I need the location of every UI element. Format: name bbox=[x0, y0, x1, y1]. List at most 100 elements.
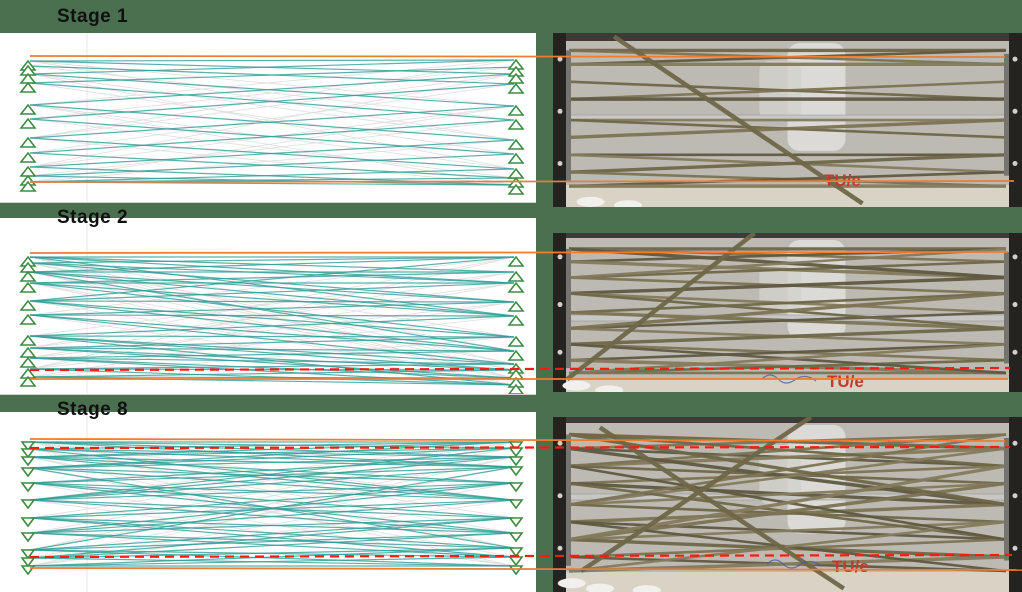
support-pin-icon bbox=[508, 565, 524, 576]
support-pin-icon bbox=[20, 557, 36, 568]
support-pin-icon bbox=[507, 383, 525, 394]
bolt-icon bbox=[557, 161, 563, 166]
active-tendon-line bbox=[29, 66, 515, 84]
foam-piece bbox=[576, 196, 605, 207]
support-pin-icon bbox=[19, 180, 37, 192]
slack-tendon-line bbox=[29, 271, 515, 379]
table-strip bbox=[553, 572, 1022, 592]
active-tendon-line bbox=[29, 376, 515, 379]
active-tendon-line bbox=[29, 556, 515, 567]
bolt-icon bbox=[557, 56, 563, 62]
tue-logo: TU/e bbox=[824, 171, 861, 190]
active-tendon-line bbox=[29, 59, 515, 75]
active-tendon-line bbox=[29, 119, 515, 154]
active-tendon-line bbox=[29, 456, 515, 484]
active-tendon-line bbox=[29, 271, 515, 284]
support-pin-icon bbox=[508, 466, 524, 477]
photo-top-strip bbox=[553, 417, 1022, 423]
fiber-strand bbox=[568, 80, 1007, 101]
fiber-strand bbox=[568, 464, 1007, 485]
bolt-icon bbox=[557, 440, 563, 446]
support-pin-icon bbox=[508, 499, 524, 510]
active-tendon-line bbox=[29, 347, 515, 379]
support-pin-icon bbox=[508, 482, 524, 493]
support-pin-icon bbox=[507, 300, 525, 312]
active-tendon-line bbox=[29, 153, 515, 177]
active-tendon-line bbox=[29, 314, 515, 317]
fiber-strand bbox=[568, 326, 1007, 346]
right-bracket-metal bbox=[1004, 252, 1009, 364]
support-pin-icon bbox=[19, 165, 37, 177]
winding-photo: TU/e bbox=[553, 233, 1022, 392]
fiber-strand bbox=[568, 482, 1007, 506]
truss-diagram bbox=[19, 218, 525, 394]
fiber-strand-diagonal bbox=[612, 34, 864, 206]
support-pin-icon bbox=[508, 547, 524, 558]
active-tendon-line bbox=[29, 256, 515, 317]
active-tendon-line bbox=[29, 262, 515, 303]
active-tendon-line bbox=[29, 532, 515, 549]
active-tendon-line bbox=[29, 466, 515, 501]
robot-arm-shape bbox=[787, 43, 846, 151]
slack-tendon-line bbox=[29, 118, 515, 179]
active-tendon-line bbox=[29, 447, 515, 501]
support-pin-icon bbox=[20, 482, 36, 493]
active-tendon-line bbox=[29, 456, 515, 501]
support-pin-icon bbox=[19, 334, 37, 346]
right-bracket bbox=[1009, 33, 1022, 207]
support-pin-icon bbox=[20, 549, 36, 560]
active-tendon-line bbox=[29, 256, 515, 284]
slack-tendon-line bbox=[29, 139, 515, 183]
truss-panel-1 bbox=[0, 33, 536, 203]
bolt-icon bbox=[1012, 254, 1018, 260]
active-tendon-line bbox=[29, 139, 515, 168]
active-tendon-line bbox=[29, 315, 515, 337]
support-pin-icon bbox=[20, 517, 36, 528]
foam-piece bbox=[562, 380, 591, 391]
active-tendon-line bbox=[29, 369, 515, 378]
active-tendon-line bbox=[29, 168, 515, 183]
truss-panel-3 bbox=[0, 412, 536, 592]
slack-tendon-line bbox=[29, 271, 515, 365]
support-pin-icon bbox=[19, 151, 37, 163]
right-bracket bbox=[1009, 417, 1022, 592]
slack-tendon-line bbox=[29, 73, 515, 139]
fiber-strand bbox=[568, 343, 1007, 362]
active-tendon-line bbox=[29, 336, 515, 349]
support-pin-icon bbox=[19, 356, 37, 368]
tue-logo: TU/e bbox=[827, 372, 864, 391]
photo-panel-2: TU/e bbox=[553, 233, 1022, 392]
left-bracket bbox=[553, 233, 566, 392]
support-pin-icon bbox=[507, 82, 525, 94]
fiber-strand bbox=[568, 153, 1007, 174]
support-pin-icon bbox=[19, 375, 37, 387]
active-tendon-line bbox=[29, 282, 515, 317]
bolt-icon bbox=[557, 108, 563, 114]
bolt-icon bbox=[1012, 56, 1018, 62]
support-pin-icon bbox=[507, 167, 525, 179]
fiber-strand-diagonal bbox=[565, 233, 757, 382]
fiber-strand bbox=[568, 260, 1007, 279]
table-strip bbox=[553, 185, 1022, 207]
bolt-icon bbox=[1012, 493, 1018, 499]
active-tendon-line bbox=[29, 300, 515, 338]
blue-scribble bbox=[761, 374, 817, 384]
active-tendon-line bbox=[29, 335, 515, 338]
active-tendon-line bbox=[29, 301, 515, 316]
right-bracket bbox=[1009, 233, 1022, 392]
active-tendon-line bbox=[29, 350, 515, 359]
slack-tendon-line bbox=[29, 60, 515, 141]
slack-tendon-line bbox=[29, 59, 515, 106]
slack-tendon-line bbox=[29, 456, 515, 549]
support-pin-icon bbox=[507, 183, 525, 195]
support-pin-icon bbox=[507, 104, 525, 116]
active-tendon-line bbox=[29, 59, 515, 62]
active-tendon-line bbox=[29, 466, 515, 551]
truss-panel-2 bbox=[0, 218, 536, 395]
support-pin-icon bbox=[19, 346, 37, 358]
support-pin-icon bbox=[507, 152, 525, 164]
active-tendon-line bbox=[29, 256, 515, 302]
slack-tendon-line bbox=[29, 83, 515, 154]
support-pin-icon bbox=[19, 270, 37, 282]
